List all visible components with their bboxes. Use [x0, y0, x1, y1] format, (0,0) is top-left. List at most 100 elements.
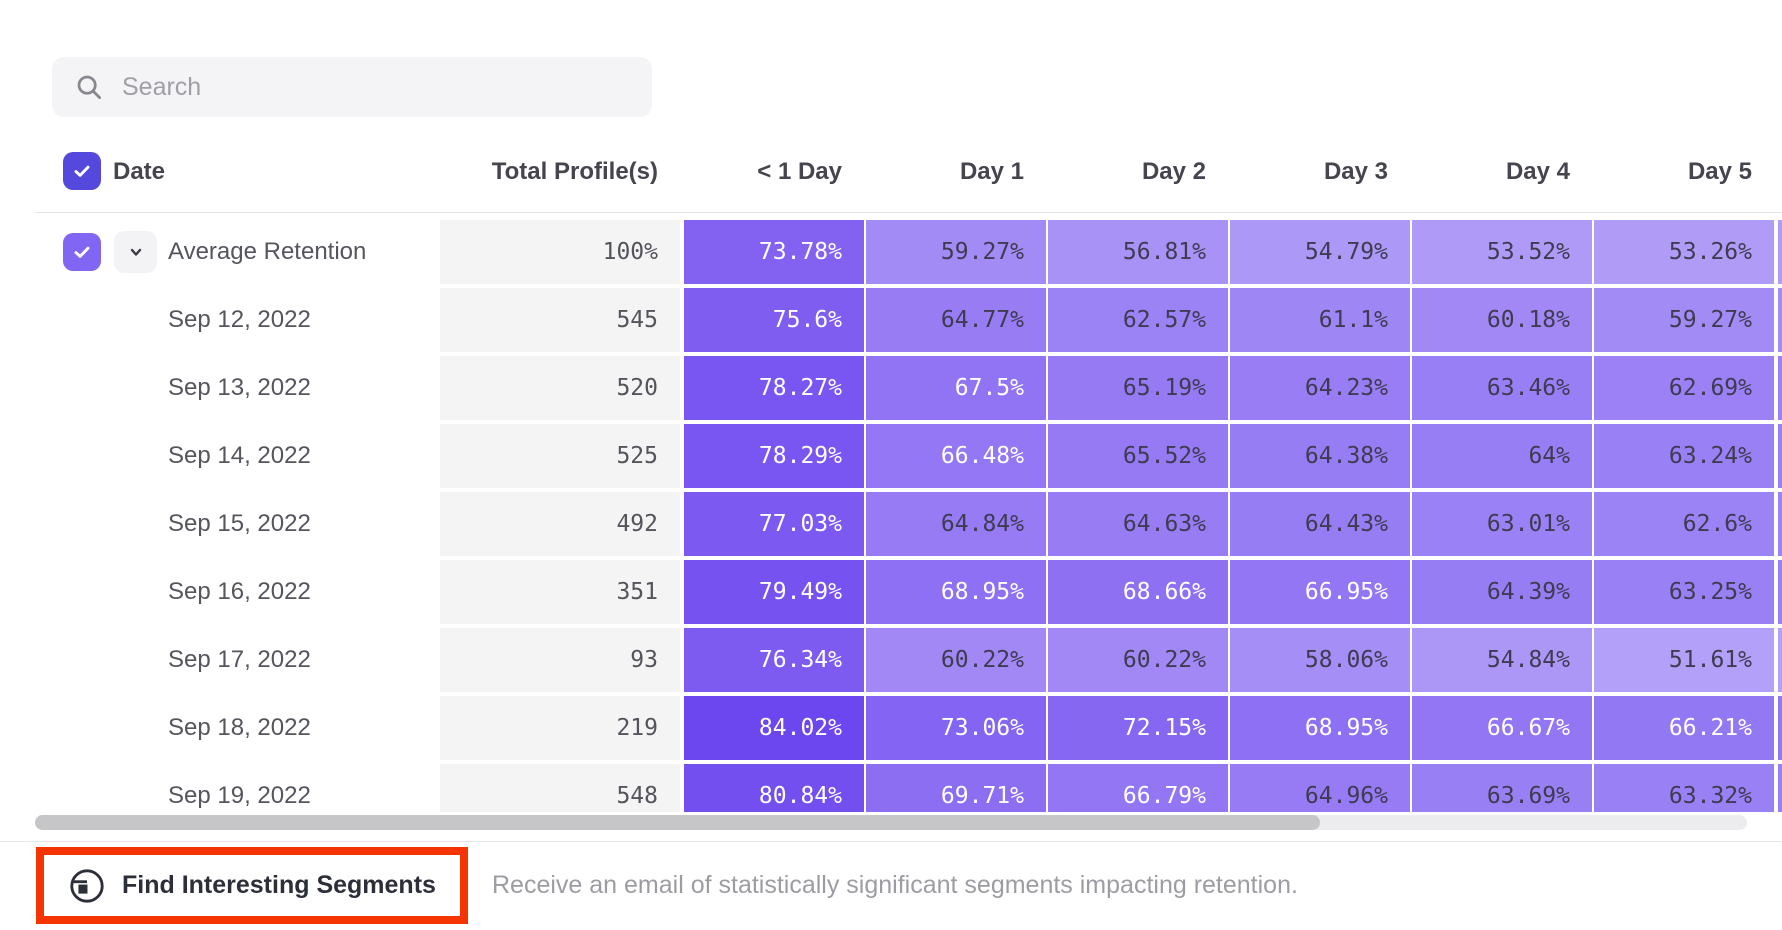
table-row: Sep 13, 2022 520 78.27% 67.5% 65.19% 64.23% 63… [0, 356, 1782, 420]
clipped-column-sliver [1778, 356, 1782, 420]
total-profiles-cell: 219 [440, 696, 680, 760]
table-body: Average Retention 100% 73.78% 59.27% 56.81% 5… [0, 213, 1782, 812]
total-profiles-cell: 545 [440, 288, 680, 352]
retention-cell: 63.25% [1594, 560, 1774, 624]
retention-cell: 64% [1412, 424, 1592, 488]
clipped-column-sliver [1778, 696, 1782, 760]
row-label: Sep 12, 2022 [168, 306, 311, 333]
clipped-column-sliver [1778, 560, 1782, 624]
retention-cell: 62.69% [1594, 356, 1774, 420]
retention-cell: 58.06% [1230, 628, 1410, 692]
table-row: Sep 15, 2022 492 77.03% 64.84% 64.63% 64.43% 6… [0, 492, 1782, 556]
chevron-down-icon [130, 248, 141, 256]
retention-cell: 68.66% [1048, 560, 1228, 624]
clipped-column-sliver [1778, 288, 1782, 352]
horizontal-scrollbar[interactable] [35, 815, 1747, 830]
column-header: Day 3 [1323, 158, 1388, 185]
retention-cell: 63.24% [1594, 424, 1774, 488]
column-header: Day 4 [1505, 158, 1570, 185]
check-icon [74, 165, 90, 177]
row-label: Sep 17, 2022 [168, 646, 311, 673]
retention-cell: 73.06% [866, 696, 1046, 760]
row-label: Average Retention [168, 238, 367, 265]
retention-cell: 84.02% [684, 696, 864, 760]
retention-cell: 61.1% [1230, 288, 1410, 352]
retention-cell: 64.84% [866, 492, 1046, 556]
clipped-column-sliver [1778, 764, 1782, 812]
segments-icon [70, 868, 104, 903]
retention-cell: 64.38% [1230, 424, 1410, 488]
total-profiles-cell: 520 [440, 356, 680, 420]
retention-cell: 64.43% [1230, 492, 1410, 556]
row-label: Sep 13, 2022 [168, 374, 311, 401]
retention-cell: 68.95% [1230, 696, 1410, 760]
table-row: Sep 14, 2022 525 78.29% 66.48% 65.52% 64.38% 6… [0, 424, 1782, 488]
search-input[interactable] [120, 71, 630, 103]
table-row: Sep 12, 2022 545 75.6% 64.77% 62.57% 61.1% 60.… [0, 288, 1782, 352]
row-label: Sep 14, 2022 [168, 442, 311, 469]
column-header: Day 1 [959, 158, 1024, 185]
row-label: Sep 18, 2022 [168, 714, 311, 741]
total-profiles-cell: 93 [440, 628, 680, 692]
retention-cell: 76.34% [684, 628, 864, 692]
row-checkbox[interactable] [63, 233, 101, 271]
row-label: Sep 15, 2022 [168, 510, 311, 537]
retention-cell: 65.19% [1048, 356, 1228, 420]
retention-cell: 60.18% [1412, 288, 1592, 352]
retention-cell: 59.27% [866, 220, 1046, 284]
clipped-column-sliver [1778, 424, 1782, 488]
total-profiles-cell: 548 [440, 764, 680, 812]
clipped-column-sliver [1778, 628, 1782, 692]
retention-cell: 66.67% [1412, 696, 1592, 760]
retention-cell: 63.32% [1594, 764, 1774, 812]
expand-collapse-button[interactable] [114, 231, 157, 273]
row-label: Sep 16, 2022 [168, 578, 311, 605]
footer-divider [0, 841, 1782, 842]
footer-description: Receive an email of statistically signif… [492, 871, 1298, 899]
retention-cell: 72.15% [1048, 696, 1228, 760]
retention-cell: 77.03% [684, 492, 864, 556]
retention-cell: 54.79% [1230, 220, 1410, 284]
retention-cell: 66.79% [1048, 764, 1228, 812]
retention-cell: 51.61% [1594, 628, 1774, 692]
column-header-date: Date [113, 158, 166, 185]
retention-cell: 60.22% [866, 628, 1046, 692]
retention-cell: 64.63% [1048, 492, 1228, 556]
select-all-checkbox[interactable] [63, 152, 101, 190]
header-divider [35, 212, 1782, 213]
retention-cell: 66.95% [1230, 560, 1410, 624]
total-profiles-cell: 100% [440, 220, 680, 284]
retention-cell: 80.84% [684, 764, 864, 812]
total-profiles-cell: 351 [440, 560, 680, 624]
column-header: Total Profile(s) [491, 158, 658, 185]
retention-cell: 68.95% [866, 560, 1046, 624]
retention-cell: 79.49% [684, 560, 864, 624]
table-row: Sep 16, 2022 351 79.49% 68.95% 68.66% 66.95% 6… [0, 560, 1782, 624]
retention-cell: 69.71% [866, 764, 1046, 812]
retention-cell: 75.6% [684, 288, 864, 352]
table-row: Sep 18, 2022 219 84.02% 73.06% 72.15% 68.95% 6… [0, 696, 1782, 760]
table-row: Sep 19, 2022 548 80.84% 69.71% 66.79% 64.96% 6… [0, 764, 1782, 812]
retention-cell: 63.69% [1412, 764, 1592, 812]
search-icon [77, 75, 101, 99]
column-header: Day 2 [1141, 158, 1206, 185]
retention-cell: 63.01% [1412, 492, 1592, 556]
retention-cell: 66.48% [866, 424, 1046, 488]
retention-cell: 59.27% [1594, 288, 1774, 352]
retention-cell: 65.52% [1048, 424, 1228, 488]
retention-cell: 64.23% [1230, 356, 1410, 420]
average-retention-row: Average Retention 100% 73.78% 59.27% 56.81% 5… [0, 220, 1782, 284]
retention-cell: 73.78% [684, 220, 864, 284]
retention-cell: 64.39% [1412, 560, 1592, 624]
retention-cell: 78.27% [684, 356, 864, 420]
find-interesting-segments-button[interactable]: Find Interesting Segments [68, 867, 436, 905]
retention-cell: 53.26% [1594, 220, 1774, 284]
retention-cell: 64.77% [866, 288, 1046, 352]
retention-cell: 64.96% [1230, 764, 1410, 812]
total-profiles-cell: 492 [440, 492, 680, 556]
scrollbar-thumb[interactable] [35, 815, 1320, 830]
search-bar [52, 57, 652, 117]
retention-cell: 54.84% [1412, 628, 1592, 692]
clipped-column-sliver [1778, 492, 1782, 556]
